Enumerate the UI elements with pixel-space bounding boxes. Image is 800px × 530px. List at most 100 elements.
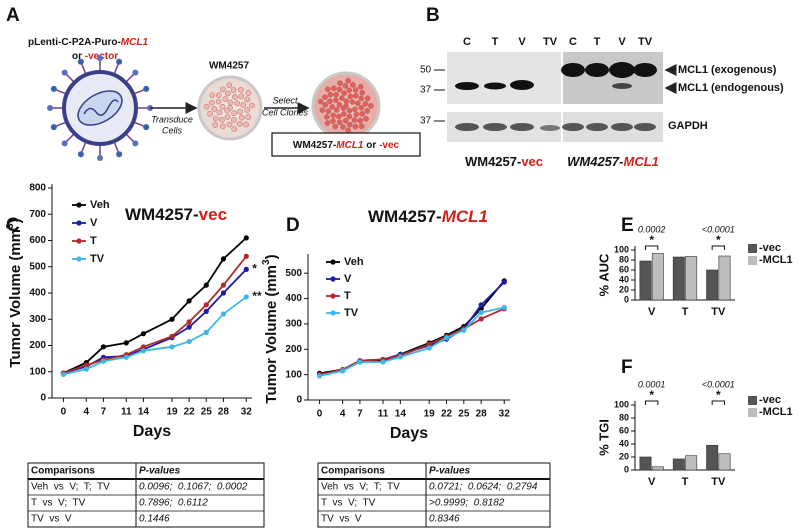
band bbox=[611, 123, 633, 131]
cell bbox=[357, 83, 364, 90]
construct-label: pLenti-C-P2A-Puro-MCL1 bbox=[28, 37, 148, 48]
x-tick-label: 22 bbox=[184, 407, 196, 418]
cells bbox=[203, 82, 255, 132]
bar bbox=[639, 260, 652, 301]
x-tick-label: 4 bbox=[340, 409, 346, 420]
cell bbox=[208, 99, 215, 106]
cell bbox=[330, 118, 336, 124]
cell bbox=[324, 120, 331, 126]
data-point bbox=[501, 279, 507, 285]
cell bbox=[220, 123, 226, 130]
cell bbox=[359, 111, 366, 117]
data-point bbox=[140, 344, 147, 350]
table-cell: 0.8346 bbox=[429, 514, 460, 525]
lane-label: T bbox=[492, 36, 499, 48]
blot-group-text: WM4257- bbox=[465, 154, 521, 169]
step-text: Cell Clones bbox=[262, 107, 309, 117]
cell bbox=[340, 124, 346, 130]
table-header: Comparisons bbox=[321, 466, 385, 477]
legend-label: -MCL1 bbox=[759, 406, 793, 418]
y-axis-label: Tumor Volume (mm3) bbox=[261, 254, 280, 403]
significance-mark: * bbox=[649, 388, 654, 402]
x-tick-label: 0 bbox=[317, 409, 323, 420]
cell bbox=[363, 115, 369, 122]
band bbox=[562, 123, 584, 131]
cell bbox=[327, 91, 334, 98]
mw-marker: 50 bbox=[420, 65, 432, 76]
chart-title-part: MCL1 bbox=[442, 207, 488, 226]
band bbox=[612, 83, 632, 89]
x-tick-label: 0 bbox=[61, 407, 67, 418]
bar bbox=[672, 458, 685, 471]
p-value: <0.0001 bbox=[702, 224, 735, 234]
panel-letter: B bbox=[426, 5, 440, 26]
cell bbox=[353, 111, 360, 118]
band bbox=[609, 62, 635, 78]
legend-swatch bbox=[748, 408, 757, 417]
cell bbox=[352, 87, 359, 93]
x-tick-label: 32 bbox=[499, 409, 511, 420]
x-tick-label: TV bbox=[711, 306, 726, 318]
blot-group-text: WM4257- bbox=[567, 154, 623, 169]
cell bbox=[219, 86, 226, 93]
y-tick-label: 500 bbox=[29, 261, 46, 272]
blot-group-label: WM4257-vec bbox=[465, 154, 543, 169]
cell bbox=[332, 123, 339, 130]
cell bbox=[349, 99, 356, 105]
data-point bbox=[203, 329, 209, 335]
y-tick-label: 0 bbox=[624, 294, 629, 304]
cell bbox=[244, 107, 251, 113]
legend-swatch bbox=[748, 396, 757, 405]
series-line bbox=[319, 306, 505, 377]
legend-swatch bbox=[748, 256, 757, 265]
x-tick-label: 32 bbox=[241, 407, 253, 418]
band bbox=[585, 63, 609, 77]
y-tick-label: 40 bbox=[619, 274, 629, 284]
spike-tip bbox=[50, 85, 57, 92]
lane-label: T bbox=[594, 36, 601, 48]
data-point bbox=[186, 324, 192, 330]
cell bbox=[346, 113, 353, 120]
legend-label: -vec bbox=[759, 394, 781, 406]
cells bbox=[317, 77, 374, 134]
bar bbox=[718, 453, 731, 471]
result-text: WM4257- bbox=[293, 140, 336, 151]
spike-tip bbox=[97, 155, 103, 161]
data-point bbox=[203, 282, 209, 288]
cell bbox=[219, 103, 226, 110]
lane-label: C bbox=[463, 36, 471, 48]
cell bbox=[212, 115, 219, 122]
y-tick-label: 0 bbox=[624, 464, 629, 474]
y-axis-label-part: 3 bbox=[261, 259, 272, 265]
core bbox=[77, 90, 123, 126]
cell bbox=[215, 98, 222, 105]
data-point bbox=[220, 256, 227, 262]
data-point bbox=[478, 302, 484, 308]
y-tick-label: 800 bbox=[29, 183, 46, 194]
cell bbox=[357, 117, 364, 124]
legend-label: TV bbox=[344, 307, 359, 319]
virus-icon bbox=[47, 55, 153, 161]
cell bbox=[226, 82, 233, 89]
cell bbox=[230, 87, 237, 94]
legend-label: V bbox=[90, 217, 98, 229]
cell bbox=[317, 98, 324, 105]
y-tick-label: 60 bbox=[619, 425, 629, 435]
legend-marker bbox=[330, 259, 336, 265]
y-tick-label: 200 bbox=[285, 344, 302, 355]
data-point bbox=[203, 308, 209, 314]
legend-label: T bbox=[90, 235, 97, 247]
series-line bbox=[63, 296, 247, 376]
cell bbox=[322, 101, 329, 108]
cell bbox=[227, 99, 234, 106]
data-point bbox=[140, 331, 147, 337]
x-tick-label: 19 bbox=[166, 407, 178, 418]
cell bbox=[354, 100, 361, 107]
mw-marker: 37 bbox=[420, 116, 432, 127]
cell bbox=[226, 121, 233, 128]
cell bbox=[224, 114, 231, 120]
table-cell: >0.9999; 0.8182 bbox=[429, 498, 505, 509]
table-cell: T vs V; TV bbox=[321, 498, 376, 509]
spike-tip bbox=[132, 140, 139, 147]
